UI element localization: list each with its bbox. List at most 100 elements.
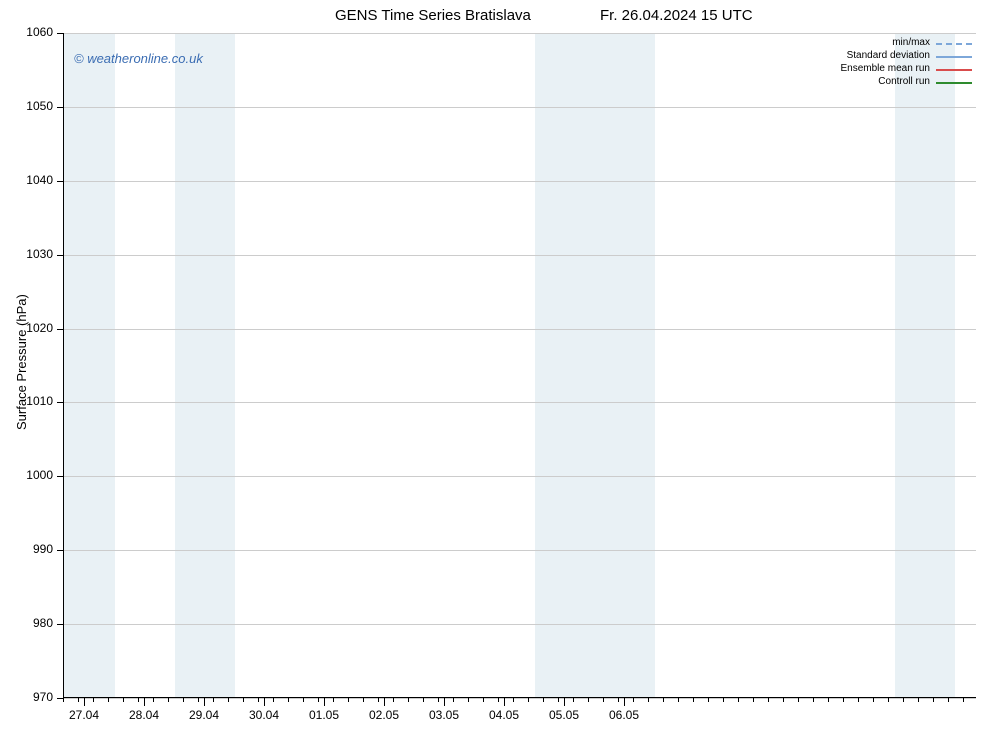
y-gridline [64, 476, 976, 477]
y-gridline [64, 255, 976, 256]
x-minor-tick [138, 698, 139, 702]
x-minor-tick [723, 698, 724, 702]
x-tick-label: 06.05 [609, 708, 639, 722]
watermark: © weatheronline.co.uk [74, 51, 203, 66]
x-minor-tick [213, 698, 214, 702]
day-band [535, 33, 595, 697]
x-minor-tick [513, 698, 514, 702]
day-band [115, 33, 175, 697]
x-tick-label: 29.04 [189, 708, 219, 722]
x-minor-tick [573, 698, 574, 702]
x-tick-label: 03.05 [429, 708, 459, 722]
x-minor-tick [153, 698, 154, 702]
legend: min/max Standard deviation Ensemble mean r… [841, 37, 973, 87]
y-tick-label: 980 [0, 616, 53, 630]
legend-swatch [936, 64, 972, 74]
x-minor-tick [663, 698, 664, 702]
y-gridline [64, 329, 976, 330]
x-minor-tick [843, 698, 844, 702]
day-band [415, 33, 475, 697]
x-minor-tick [348, 698, 349, 702]
x-tick-mark [324, 698, 325, 706]
legend-item: Standard deviation [847, 50, 972, 61]
chart-title-left: GENS Time Series Bratislava [335, 7, 531, 24]
x-minor-tick [858, 698, 859, 702]
x-minor-tick [333, 698, 334, 702]
legend-label: Controll run [878, 76, 930, 87]
legend-item: Controll run [878, 76, 972, 87]
x-minor-tick [918, 698, 919, 702]
day-band [295, 33, 355, 697]
x-minor-tick [588, 698, 589, 702]
x-tick-label: 01.05 [309, 708, 339, 722]
y-tick-mark [57, 181, 63, 182]
x-minor-tick [363, 698, 364, 702]
x-minor-tick [648, 698, 649, 702]
y-tick-mark [57, 33, 63, 34]
y-tick-mark [57, 329, 63, 330]
x-minor-tick [378, 698, 379, 702]
day-band [175, 33, 235, 697]
legend-swatch [936, 51, 972, 61]
y-gridline [64, 107, 976, 108]
y-tick-label: 1000 [0, 468, 53, 482]
x-minor-tick [813, 698, 814, 702]
legend-label: min/max [892, 37, 930, 48]
y-tick-mark [57, 624, 63, 625]
x-minor-tick [168, 698, 169, 702]
y-tick-label: 1040 [0, 173, 53, 187]
x-minor-tick [678, 698, 679, 702]
x-tick-mark [144, 698, 145, 706]
x-tick-mark [384, 698, 385, 706]
x-minor-tick [828, 698, 829, 702]
x-minor-tick [63, 698, 64, 702]
legend-label: Standard deviation [847, 50, 930, 61]
x-tick-label: 30.04 [249, 708, 279, 722]
x-minor-tick [693, 698, 694, 702]
x-minor-tick [123, 698, 124, 702]
y-tick-label: 1020 [0, 321, 53, 335]
x-minor-tick [318, 698, 319, 702]
x-minor-tick [873, 698, 874, 702]
legend-swatch [936, 77, 972, 87]
day-band [235, 33, 295, 697]
x-tick-label: 04.05 [489, 708, 519, 722]
y-tick-label: 970 [0, 690, 53, 704]
x-tick-mark [504, 698, 505, 706]
x-minor-tick [783, 698, 784, 702]
x-tick-label: 02.05 [369, 708, 399, 722]
x-minor-tick [228, 698, 229, 702]
x-minor-tick [483, 698, 484, 702]
y-gridline [64, 402, 976, 403]
day-band [895, 33, 955, 697]
x-minor-tick [183, 698, 184, 702]
x-minor-tick [603, 698, 604, 702]
y-gridline [64, 33, 976, 34]
x-minor-tick [198, 698, 199, 702]
x-minor-tick [408, 698, 409, 702]
day-band [955, 33, 977, 697]
x-minor-tick [273, 698, 274, 702]
y-gridline [64, 550, 976, 551]
x-minor-tick [903, 698, 904, 702]
day-band [355, 33, 415, 697]
y-tick-label: 1030 [0, 247, 53, 261]
x-tick-mark [204, 698, 205, 706]
y-gridline [64, 698, 976, 699]
x-minor-tick [933, 698, 934, 702]
y-tick-label: 990 [0, 542, 53, 556]
day-band [64, 33, 115, 697]
x-minor-tick [498, 698, 499, 702]
x-tick-mark [84, 698, 85, 706]
x-minor-tick [243, 698, 244, 702]
x-minor-tick [303, 698, 304, 702]
x-tick-label: 05.05 [549, 708, 579, 722]
legend-swatch [936, 38, 972, 48]
legend-label: Ensemble mean run [841, 63, 931, 74]
x-minor-tick [618, 698, 619, 702]
chart-title-right: Fr. 26.04.2024 15 UTC [600, 7, 753, 24]
x-minor-tick [78, 698, 79, 702]
legend-item: Ensemble mean run [841, 63, 973, 74]
x-minor-tick [738, 698, 739, 702]
x-minor-tick [543, 698, 544, 702]
